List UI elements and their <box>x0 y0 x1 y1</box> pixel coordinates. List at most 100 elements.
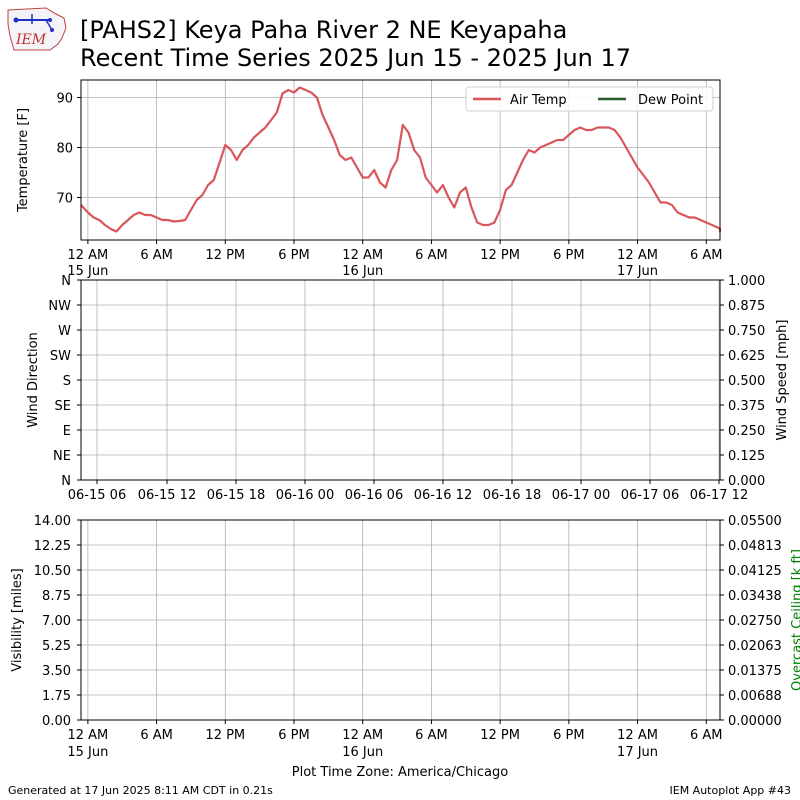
visibility-grid <box>81 519 720 721</box>
ceiling-tick-label: 0.04125 <box>728 564 782 579</box>
visibility-tick-label: 12.25 <box>34 539 71 554</box>
visibility-tick-label: 10.50 <box>34 564 71 579</box>
wind-direction-tick-label: E <box>63 424 71 439</box>
wind-xtick-label: 06-16 00 <box>276 488 334 503</box>
wind-xtick-label: 06-15 18 <box>207 488 265 503</box>
visibility-xtick-label: 6 PM <box>553 728 584 743</box>
iem-logo: IEM <box>7 7 67 51</box>
legend-dew-point-label: Dew Point <box>638 93 703 108</box>
visibility-tick-label: 7.00 <box>42 614 71 629</box>
visibility-tick-label: 1.75 <box>42 689 71 704</box>
wind-xtick-label: 06-15 12 <box>138 488 196 503</box>
ceiling-tick-label: 0.04813 <box>728 539 782 554</box>
wind-xtick-label: 06-17 00 <box>552 488 610 503</box>
temperature-ytick-label: 90 <box>56 92 73 107</box>
generated-timestamp: Generated at 17 Jun 2025 8:11 AM CDT in … <box>8 784 273 797</box>
wind-direction-tick-label: SW <box>50 349 71 364</box>
app-id: IEM Autoplot App #43 <box>669 784 792 797</box>
wind-xtick-label: 06-17 12 <box>690 488 748 503</box>
visibility-xticks: 12 AM 15 Jun 6 AM 12 PM 6 PM 12 AM 16 Jun 6 AM 1… <box>67 720 723 760</box>
temperature-xtick-label: 12 AM <box>342 248 383 263</box>
chart-subtitle: Recent Time Series 2025 Jun 15 - 2025 Ju… <box>80 44 632 72</box>
visibility-tick-label: 0.00 <box>42 714 71 729</box>
visibility-xtick-label: 6 AM <box>690 728 723 743</box>
visibility-xtick-label: 6 PM <box>278 728 309 743</box>
wind-direction-ylabel: Wind Direction <box>26 332 41 428</box>
wind-speed-tick-label: 0.250 <box>728 424 765 439</box>
ceiling-tick-label: 0.00000 <box>728 714 782 729</box>
temperature-xtick-date: 16 Jun <box>342 264 383 279</box>
temperature-xtick-label: 12 PM <box>205 248 245 263</box>
visibility-tick-label: 5.25 <box>42 639 71 654</box>
wind-speed-tick-label: 0.750 <box>728 324 765 339</box>
wind-speed-yticks: 0.000 0.125 0.250 0.375 0.500 0.625 0.750 0.875… <box>720 274 765 489</box>
temperature-xtick-label: 12 AM <box>617 248 658 263</box>
air-temp-line <box>80 86 722 233</box>
ceiling-tick-label: 0.00688 <box>728 689 782 704</box>
visibility-xtick-label: 6 AM <box>140 728 173 743</box>
logo-text: IEM <box>15 32 47 48</box>
plot-timezone-xlabel: Plot Time Zone: America/Chicago <box>292 765 508 780</box>
wind-xtick-label: 06-17 06 <box>621 488 679 503</box>
chart-title: [PAHS2] Keya Paha River 2 NE Keyapaha <box>80 16 568 44</box>
wind-direction-tick-label: W <box>58 324 71 339</box>
wind-direction-tick-label: NE <box>53 449 71 464</box>
wind-direction-tick-label: NW <box>48 299 71 314</box>
wind-speed-tick-label: 1.000 <box>728 274 765 289</box>
wind-speed-tick-label: 0.000 <box>728 474 765 489</box>
ceiling-ylabel: Overcast Ceiling [k ft] <box>790 549 800 691</box>
visibility-tick-label: 14.00 <box>34 514 71 529</box>
ceiling-tick-label: 0.02063 <box>728 639 782 654</box>
temperature-ytick-label: 80 <box>56 142 73 157</box>
visibility-xtick-label: 12 AM <box>617 728 658 743</box>
temperature-ytick-label: 70 <box>56 192 73 207</box>
temperature-xtick-date: 17 Jun <box>617 264 658 279</box>
visibility-xtick-label: 6 AM <box>415 728 448 743</box>
wind-xtick-label: 06-16 06 <box>345 488 403 503</box>
visibility-tick-label: 3.50 <box>42 664 71 679</box>
temperature-yticks: 70 80 90 <box>56 92 81 207</box>
temperature-xtick-label: 6 PM <box>278 248 309 263</box>
temperature-legend: Air Temp Dew Point <box>465 86 714 112</box>
wind-grid <box>81 279 720 481</box>
visibility-xtick-date: 16 Jun <box>342 745 383 760</box>
temperature-ylabel: Temperature [F] <box>16 108 31 213</box>
temperature-xtick-label: 6 PM <box>553 248 584 263</box>
wind-xticks: 06-15 06 06-15 12 06-15 18 06-16 00 06-16 06… <box>68 480 748 503</box>
ceiling-tick-label: 0.01375 <box>728 664 782 679</box>
temperature-xtick-label: 6 AM <box>690 248 723 263</box>
wind-direction-tick-label: N <box>61 474 71 489</box>
temperature-xtick-label: 6 AM <box>415 248 448 263</box>
wind-direction-tick-label: N <box>61 274 71 289</box>
visibility-xtick-label: 12 AM <box>67 728 108 743</box>
visibility-xtick-label: 12 PM <box>480 728 520 743</box>
visibility-ylabel: Visibility [miles] <box>10 568 25 671</box>
ceiling-yticks: 0.00000 0.00688 0.01375 0.02063 0.02750 0.034… <box>720 514 782 729</box>
wind-direction-tick-label: S <box>63 374 71 389</box>
temperature-xtick-label: 12 AM <box>67 248 108 263</box>
ceiling-tick-label: 0.05500 <box>728 514 782 529</box>
visibility-xtick-date: 17 Jun <box>617 745 658 760</box>
temperature-axes-frame <box>80 79 721 241</box>
temperature-xtick-label: 6 AM <box>140 248 173 263</box>
wind-speed-tick-label: 0.875 <box>728 299 765 314</box>
wind-direction-tick-label: SE <box>55 399 71 414</box>
wind-xtick-label: 06-16 18 <box>483 488 541 503</box>
ceiling-tick-label: 0.03438 <box>728 589 782 604</box>
wind-xtick-label: 06-16 12 <box>414 488 472 503</box>
wind-speed-tick-label: 0.375 <box>728 399 765 414</box>
legend-air-temp-label: Air Temp <box>510 93 567 108</box>
wind-speed-tick-label: 0.500 <box>728 374 765 389</box>
wind-xtick-label: 06-15 06 <box>68 488 126 503</box>
visibility-xtick-date: 15 Jun <box>67 745 108 760</box>
visibility-xtick-label: 12 AM <box>342 728 383 743</box>
visibility-tick-label: 8.75 <box>42 589 71 604</box>
wind-speed-ylabel: Wind Speed [mph] <box>775 320 790 441</box>
wind-speed-tick-label: 0.125 <box>728 449 765 464</box>
wind-speed-tick-label: 0.625 <box>728 349 765 364</box>
ceiling-tick-label: 0.02750 <box>728 614 782 629</box>
visibility-xtick-label: 12 PM <box>205 728 245 743</box>
temperature-xtick-date: 15 Jun <box>67 264 108 279</box>
